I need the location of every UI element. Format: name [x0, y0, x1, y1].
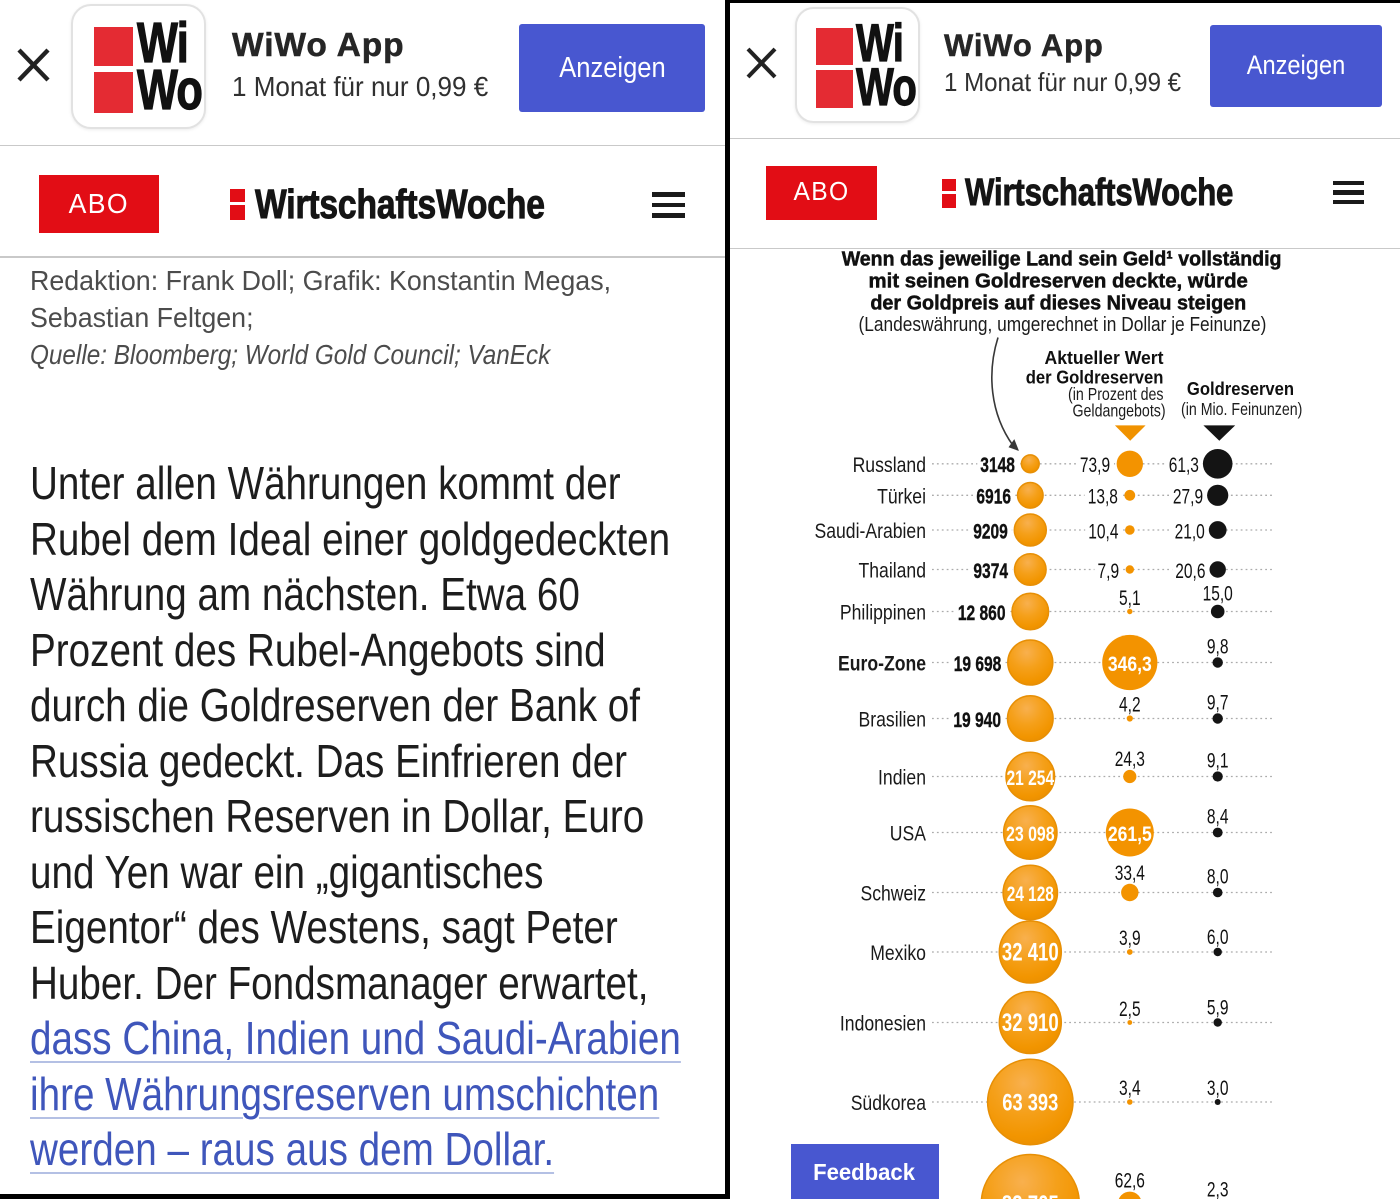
svg-text:Geldangebots): Geldangebots)	[1073, 400, 1166, 420]
svg-text:261,5: 261,5	[1108, 822, 1152, 846]
svg-text:3,9: 3,9	[1119, 926, 1141, 950]
svg-text:15,0: 15,0	[1203, 581, 1233, 605]
svg-text:Goldreserven: Goldreserven	[1187, 378, 1294, 399]
svg-text:24,3: 24,3	[1115, 746, 1145, 770]
svg-text:33,4: 33,4	[1115, 860, 1145, 884]
svg-text:21,0: 21,0	[1175, 519, 1205, 543]
svg-text:Indien: Indien	[878, 765, 926, 789]
svg-text:32 410: 32 410	[1002, 938, 1059, 966]
svg-text:61,3: 61,3	[1169, 453, 1199, 477]
svg-text:der Goldpreis auf dieses Nivea: der Goldpreis auf dieses Niveau steigen	[870, 291, 1246, 314]
svg-text:8,0: 8,0	[1207, 864, 1229, 888]
svg-text:Wenn das jeweilige Land sein G: Wenn das jeweilige Land sein Geld¹ volls…	[842, 248, 1282, 271]
svg-text:3,0: 3,0	[1207, 1076, 1229, 1100]
svg-text:Thailand: Thailand	[859, 558, 927, 582]
svg-text:(Landeswährung, umgerechnet in: (Landeswährung, umgerechnet in Dollar je…	[859, 314, 1267, 336]
svg-text:USA: USA	[890, 821, 927, 845]
svg-text:19 698: 19 698	[954, 651, 1002, 675]
svg-text:2,5: 2,5	[1119, 997, 1141, 1021]
svg-text:19 940: 19 940	[953, 707, 1001, 731]
svg-text:7,9: 7,9	[1098, 558, 1120, 582]
svg-text:32 910: 32 910	[1002, 1009, 1059, 1037]
svg-text:2,3: 2,3	[1207, 1177, 1229, 1199]
svg-text:82 705: 82 705	[1002, 1191, 1059, 1199]
svg-text:Südkorea: Südkorea	[851, 1091, 926, 1115]
svg-text:9374: 9374	[973, 558, 1008, 582]
svg-text:9,7: 9,7	[1207, 690, 1229, 714]
svg-text:9209: 9209	[973, 519, 1008, 543]
svg-text:346,3: 346,3	[1108, 652, 1152, 676]
svg-text:21 254: 21 254	[1007, 766, 1055, 790]
svg-text:6916: 6916	[976, 484, 1011, 508]
svg-text:3,4: 3,4	[1119, 1076, 1141, 1100]
svg-text:Saudi-Arabien: Saudi-Arabien	[815, 519, 927, 543]
svg-text:10,4: 10,4	[1088, 519, 1118, 543]
svg-text:(in Mio. Feinunzen): (in Mio. Feinunzen)	[1181, 399, 1302, 419]
svg-text:27,9: 27,9	[1173, 484, 1203, 508]
svg-text:Euro-Zone: Euro-Zone	[838, 651, 926, 675]
svg-text:12 860: 12 860	[958, 600, 1006, 624]
svg-text:6,0: 6,0	[1207, 924, 1229, 948]
svg-text:Indonesien: Indonesien	[840, 1011, 926, 1035]
svg-text:9,8: 9,8	[1207, 634, 1229, 658]
svg-text:5,9: 5,9	[1207, 995, 1229, 1019]
svg-text:3148: 3148	[980, 453, 1015, 477]
svg-text:Russland: Russland	[853, 452, 926, 476]
svg-text:Türkei: Türkei	[877, 484, 926, 508]
svg-text:62,6: 62,6	[1115, 1168, 1145, 1192]
svg-text:4,2: 4,2	[1119, 692, 1141, 716]
svg-text:73,9: 73,9	[1080, 453, 1110, 477]
svg-text:5,1: 5,1	[1119, 585, 1141, 609]
svg-text:13,8: 13,8	[1088, 484, 1118, 508]
svg-text:63 393: 63 393	[1002, 1089, 1058, 1116]
svg-text:23 098: 23 098	[1006, 822, 1055, 846]
svg-text:der Goldreserven: der Goldreserven	[1026, 366, 1164, 387]
svg-text:20,6: 20,6	[1175, 558, 1205, 582]
svg-text:24 128: 24 128	[1007, 882, 1054, 906]
svg-text:9,1: 9,1	[1207, 748, 1229, 772]
svg-text:Aktueller Wert: Aktueller Wert	[1045, 347, 1164, 368]
svg-text:mit seinen Goldreserven deckte: mit seinen Goldreserven deckte, würde	[869, 269, 1248, 292]
svg-text:(in Prozent des: (in Prozent des	[1068, 383, 1164, 403]
svg-text:Brasilien: Brasilien	[859, 707, 927, 731]
svg-text:8,4: 8,4	[1207, 804, 1229, 828]
svg-text:Mexiko: Mexiko	[870, 941, 926, 965]
svg-text:Schweiz: Schweiz	[861, 881, 927, 905]
svg-text:Philippinen: Philippinen	[840, 600, 926, 624]
